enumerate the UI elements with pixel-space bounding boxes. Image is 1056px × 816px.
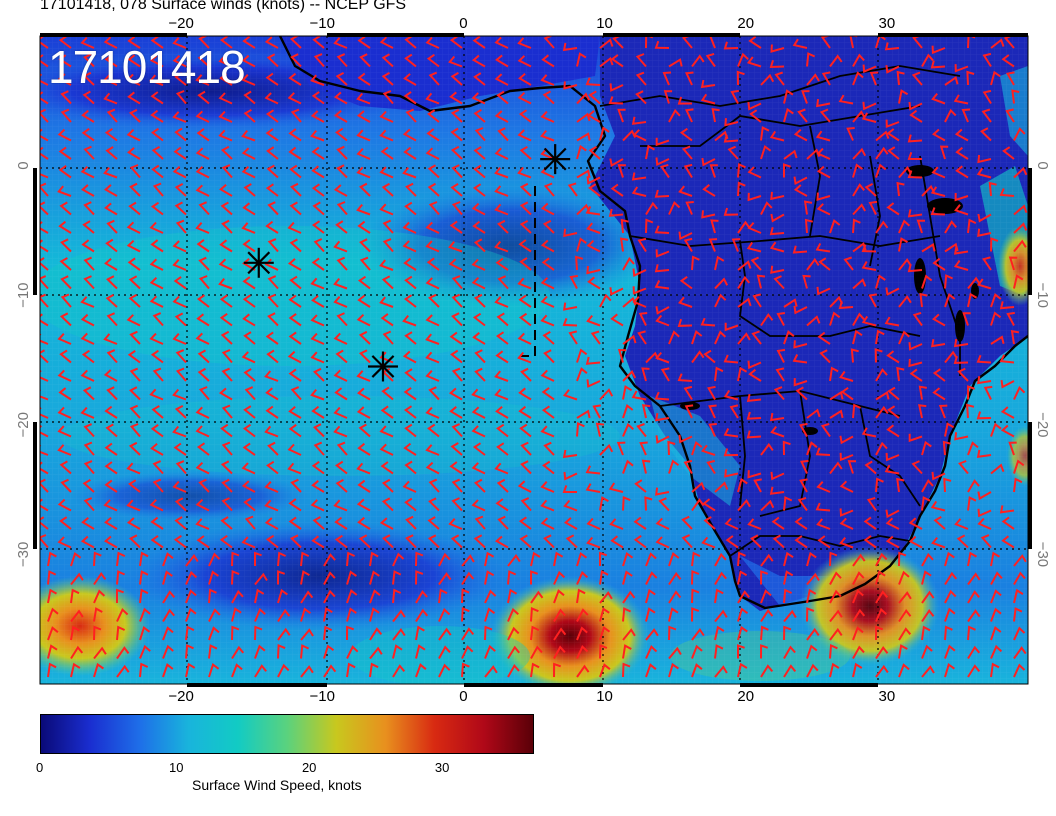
lon-tick-bottom: 30	[879, 688, 896, 705]
lon-tick-top: 20	[737, 15, 754, 32]
lat-tick-right: −20	[1034, 412, 1051, 437]
lon-tick-bottom: −20	[168, 688, 193, 705]
lon-tick-top: 10	[596, 15, 613, 32]
colorbar	[40, 714, 534, 754]
lat-tick-left: 0	[15, 161, 32, 169]
lon-tick-bottom: 0	[459, 688, 467, 705]
wind-map	[40, 36, 1028, 684]
storm-marker	[540, 144, 571, 175]
colorbar-tick: 20	[301, 760, 317, 775]
lon-tick-top: 30	[879, 15, 896, 32]
lon-tick-top: 0	[459, 15, 467, 32]
lat-tick-right: −30	[1034, 542, 1051, 567]
colorbar-tick: 10	[168, 760, 184, 775]
chart-title: 17101418, 078 Surface winds (knots) -- N…	[40, 0, 407, 13]
lon-tick-bottom: −10	[310, 688, 335, 705]
wind-speed-field	[40, 36, 1028, 684]
lat-tick-right: −10	[1034, 282, 1051, 307]
lat-tick-left: −30	[15, 542, 32, 567]
colorbar-tick: 30	[434, 760, 450, 775]
storm-marker	[367, 351, 398, 382]
date-stamp: 17101418	[48, 41, 246, 93]
colorbar-tick: 0	[36, 760, 44, 775]
lon-tick-bottom: 20	[737, 688, 754, 705]
storm-marker	[243, 247, 274, 278]
lat-tick-left: −20	[15, 412, 32, 437]
lon-tick-top: −20	[168, 15, 193, 32]
colorbar-label: Surface Wind Speed, knots	[192, 777, 362, 793]
lon-tick-bottom: 10	[596, 688, 613, 705]
lon-tick-top: −10	[310, 15, 335, 32]
lat-tick-right: 0	[1034, 161, 1051, 169]
lat-tick-left: −10	[15, 282, 32, 307]
